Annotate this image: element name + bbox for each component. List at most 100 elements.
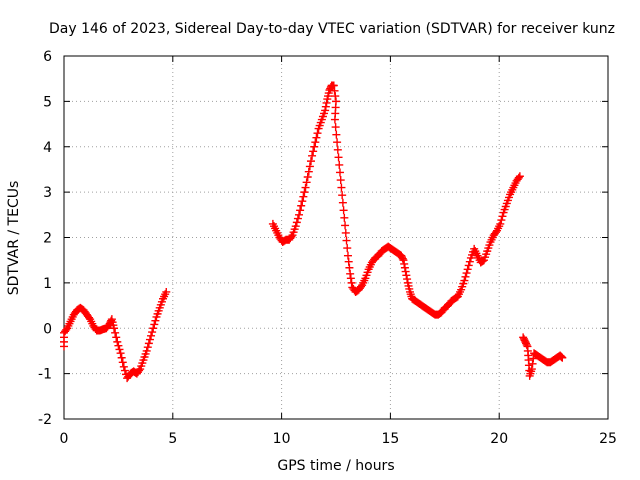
data-point — [300, 188, 309, 197]
data-point — [305, 162, 314, 171]
data-series — [60, 81, 567, 383]
data-point — [114, 341, 123, 350]
x-tick-label: 0 — [60, 431, 69, 447]
data-point — [149, 324, 158, 333]
data-point — [162, 287, 171, 296]
data-point — [148, 328, 157, 337]
x-tick-label: 25 — [599, 431, 617, 447]
data-point — [334, 153, 343, 162]
data-point — [463, 265, 472, 274]
data-point — [347, 278, 356, 287]
plot-frame — [63, 55, 609, 420]
data-point — [144, 339, 153, 348]
data-point — [321, 102, 330, 111]
data-point — [304, 167, 313, 176]
y-tick-label: 3 — [43, 185, 52, 201]
data-point — [330, 86, 339, 95]
data-point — [346, 269, 355, 278]
data-point — [119, 362, 128, 371]
data-point — [557, 352, 566, 361]
data-point — [496, 219, 505, 228]
data-point — [465, 257, 474, 266]
data-point — [110, 324, 119, 333]
data-point — [116, 349, 125, 358]
x-tick-label: 20 — [490, 431, 508, 447]
data-point — [298, 197, 307, 206]
data-point — [556, 352, 565, 361]
x-tick-label: 15 — [381, 431, 399, 447]
data-point — [311, 138, 320, 147]
data-point — [143, 343, 152, 352]
data-point — [515, 172, 524, 181]
data-point — [329, 81, 338, 90]
x-tick-label: 5 — [168, 431, 177, 447]
data-point — [402, 271, 411, 280]
data-point — [346, 274, 355, 283]
data-point — [293, 214, 302, 223]
data-point — [309, 147, 318, 156]
data-point — [331, 123, 340, 132]
data-point — [113, 337, 122, 346]
data-point — [400, 263, 409, 272]
data-point — [403, 275, 412, 284]
data-point — [120, 366, 129, 375]
data-point — [308, 151, 317, 160]
data-point — [339, 206, 348, 215]
data-point — [111, 328, 120, 337]
data-point — [147, 331, 156, 340]
data-point — [528, 359, 537, 368]
y-axis-label: SDTVAR / TECUs — [6, 181, 22, 296]
data-point — [312, 133, 321, 142]
data-point — [142, 346, 151, 355]
data-point — [336, 176, 345, 185]
x-axis-label: GPS time / hours — [277, 458, 394, 474]
chart-title: Day 146 of 2023, Sidereal Day-to-day VTE… — [49, 21, 615, 37]
data-point — [321, 106, 330, 115]
data-point — [498, 212, 507, 221]
data-point — [333, 138, 342, 147]
data-point — [558, 353, 567, 362]
data-point — [343, 244, 352, 253]
data-point — [460, 276, 469, 285]
tick-labels: 0 5 10 15 20 25 -2 -1 0 1 2 3 4 5 6 — [38, 49, 617, 447]
data-point — [399, 256, 408, 265]
data-point — [341, 221, 350, 230]
y-tick-label: 2 — [43, 231, 52, 247]
data-point — [337, 183, 346, 192]
data-point — [299, 192, 308, 201]
x-tick-label: 10 — [273, 431, 291, 447]
data-point — [400, 259, 409, 268]
y-tick-label: -2 — [38, 412, 52, 428]
y-tick-label: 6 — [43, 49, 52, 65]
data-point — [461, 272, 470, 281]
data-point — [151, 316, 160, 325]
data-point — [338, 191, 347, 200]
y-tick-label: 1 — [43, 276, 52, 292]
data-point — [338, 198, 347, 207]
data-point — [462, 269, 471, 278]
data-point — [332, 130, 341, 139]
data-point — [107, 316, 116, 325]
data-point — [343, 251, 352, 260]
data-point — [313, 129, 322, 138]
data-point — [344, 257, 353, 266]
data-point — [335, 160, 344, 169]
y-tick-label: -1 — [38, 367, 52, 383]
data-point — [292, 218, 301, 227]
data-point — [340, 213, 349, 222]
data-point — [330, 115, 339, 124]
data-point — [301, 183, 310, 192]
data-point — [135, 366, 144, 375]
data-point — [514, 173, 523, 182]
data-point — [150, 320, 159, 329]
data-point — [295, 210, 304, 219]
data-point — [287, 232, 296, 241]
data-point — [291, 222, 300, 231]
data-point — [522, 340, 531, 349]
data-point — [302, 178, 311, 187]
data-point — [464, 261, 473, 270]
data-point — [497, 216, 506, 225]
data-point — [112, 333, 121, 342]
y-tick-label: 0 — [43, 321, 52, 337]
